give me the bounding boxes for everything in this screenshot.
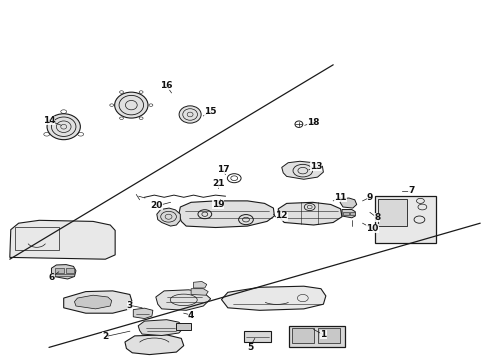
Polygon shape [133,308,153,319]
Polygon shape [138,320,184,336]
Text: 16: 16 [160,81,173,90]
Text: 21: 21 [212,179,224,188]
Text: 10: 10 [366,224,379,233]
Bar [289,326,345,347]
Text: 13: 13 [310,162,322,171]
Polygon shape [10,220,115,259]
Bar [176,323,191,330]
Ellipse shape [47,114,80,140]
Bar [15,227,59,250]
Text: 1: 1 [320,330,326,339]
Text: 6: 6 [49,273,54,282]
Bar [292,328,314,343]
Bar [375,196,436,243]
Polygon shape [278,202,342,225]
Bar [55,268,64,273]
Text: 8: 8 [374,213,380,222]
Polygon shape [221,286,326,310]
Polygon shape [342,210,355,218]
Polygon shape [340,198,357,208]
Polygon shape [179,201,274,228]
Bar [350,212,355,215]
Text: 11: 11 [334,193,347,202]
Text: 15: 15 [204,107,217,116]
Polygon shape [51,265,76,279]
Polygon shape [282,161,323,179]
Ellipse shape [179,106,201,123]
Text: 12: 12 [275,211,288,220]
Text: 19: 19 [212,200,224,209]
Text: 20: 20 [150,201,163,210]
Text: 9: 9 [367,193,373,202]
Bar [378,199,407,226]
Text: 3: 3 [127,301,133,310]
Text: 14: 14 [43,116,55,125]
Bar [244,331,271,342]
Polygon shape [156,290,211,310]
Text: 17: 17 [217,165,229,174]
Polygon shape [194,282,207,288]
Polygon shape [125,335,184,355]
Text: 18: 18 [307,118,320,127]
Bar [318,328,340,343]
Bar [343,212,349,215]
Text: 2: 2 [102,332,108,341]
Bar [66,268,74,273]
Ellipse shape [115,92,148,118]
Text: 7: 7 [408,186,415,195]
Polygon shape [191,289,208,295]
Text: 4: 4 [188,310,195,320]
Bar [55,274,74,276]
Polygon shape [74,295,112,309]
Polygon shape [157,208,180,226]
Text: 5: 5 [247,343,253,352]
Polygon shape [64,291,132,313]
